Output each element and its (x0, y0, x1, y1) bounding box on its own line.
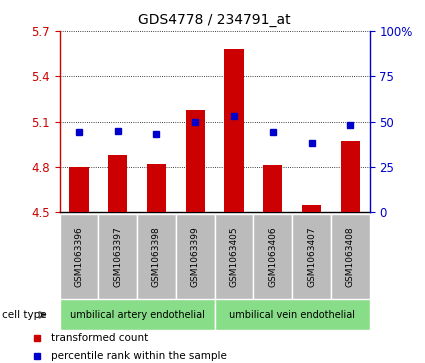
Text: GSM1063408: GSM1063408 (346, 227, 355, 287)
Bar (147, 164, 166, 212)
Bar (331, 214, 370, 299)
Title: GDS4778 / 234791_at: GDS4778 / 234791_at (138, 13, 291, 27)
Text: GSM1063398: GSM1063398 (152, 227, 161, 287)
Bar (292, 214, 331, 299)
Text: transformed count: transformed count (51, 334, 148, 343)
Text: percentile rank within the sample: percentile rank within the sample (51, 351, 227, 362)
Bar (176, 214, 215, 299)
Bar (341, 141, 360, 212)
Text: cell type: cell type (2, 310, 47, 320)
Text: GSM1063399: GSM1063399 (191, 227, 200, 287)
Bar (215, 214, 253, 299)
Bar (137, 214, 176, 299)
Bar (224, 49, 244, 212)
Text: umbilical artery endothelial: umbilical artery endothelial (70, 310, 204, 320)
Bar (263, 166, 283, 212)
Text: GSM1063397: GSM1063397 (113, 227, 122, 287)
Bar (186, 110, 205, 212)
Text: GSM1063406: GSM1063406 (268, 227, 277, 287)
Bar (69, 167, 88, 212)
Bar (302, 205, 321, 212)
Bar (60, 299, 215, 330)
Bar (60, 214, 98, 299)
Text: GSM1063405: GSM1063405 (230, 227, 238, 287)
Bar (253, 214, 292, 299)
Bar (98, 214, 137, 299)
Bar (215, 299, 370, 330)
Text: GSM1063407: GSM1063407 (307, 227, 316, 287)
Text: umbilical vein endothelial: umbilical vein endothelial (229, 310, 355, 320)
Bar (108, 155, 128, 212)
Text: GSM1063396: GSM1063396 (74, 227, 83, 287)
